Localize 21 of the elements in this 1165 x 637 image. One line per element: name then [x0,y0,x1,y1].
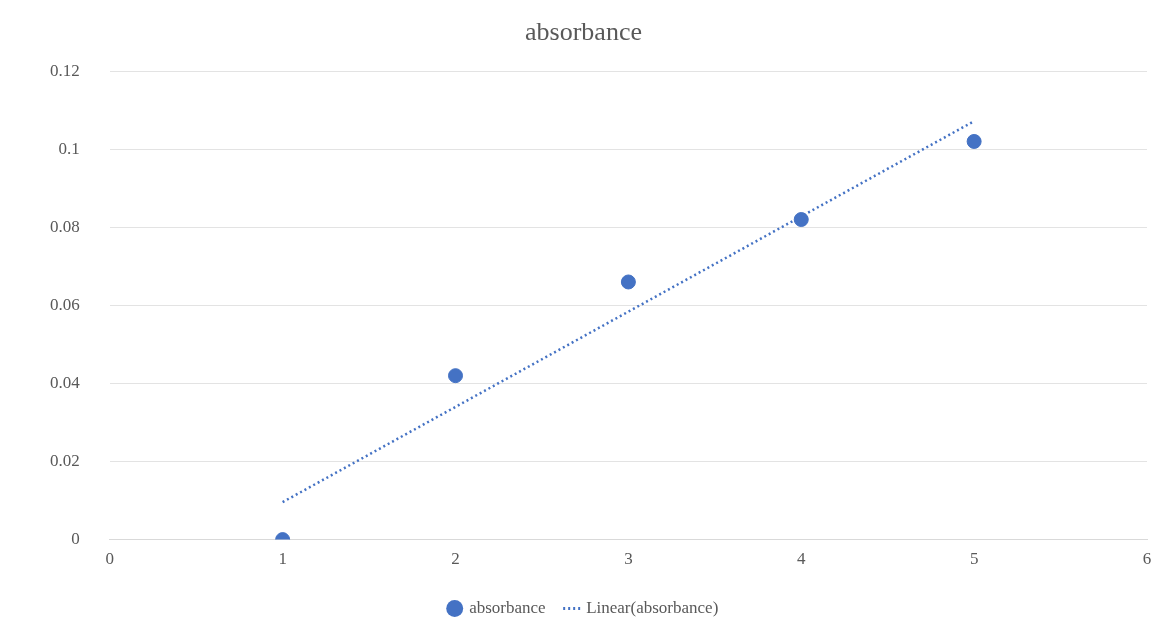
x-tick-label: 3 [624,549,633,569]
y-tick-label: 0.1 [58,138,80,158]
point [448,368,463,384]
point [793,212,809,228]
legend-label: absorbance [469,597,546,617]
x-tick-label: 0 [105,549,114,569]
x-tick-label: 1 [278,549,287,569]
y-tick-label: 0.12 [50,60,80,80]
y-tick-label: 0.02 [50,451,80,470]
y-tick-label: 0.08 [50,216,80,236]
x-tick-label: 2 [451,549,460,569]
x-tick-label: 5 [969,549,979,569]
y-tick-label: 0.06 [50,294,80,314]
x-tick-label: 4 [797,549,806,569]
chart-title: absorbance [525,17,642,47]
legend-label: Linear(absorbance) [586,597,719,617]
point [966,133,982,149]
x-tick-label: 6 [1142,549,1152,569]
y-tick-label: 0.04 [50,372,81,392]
point [620,274,636,290]
y-tick-label: 0 [71,529,80,549]
